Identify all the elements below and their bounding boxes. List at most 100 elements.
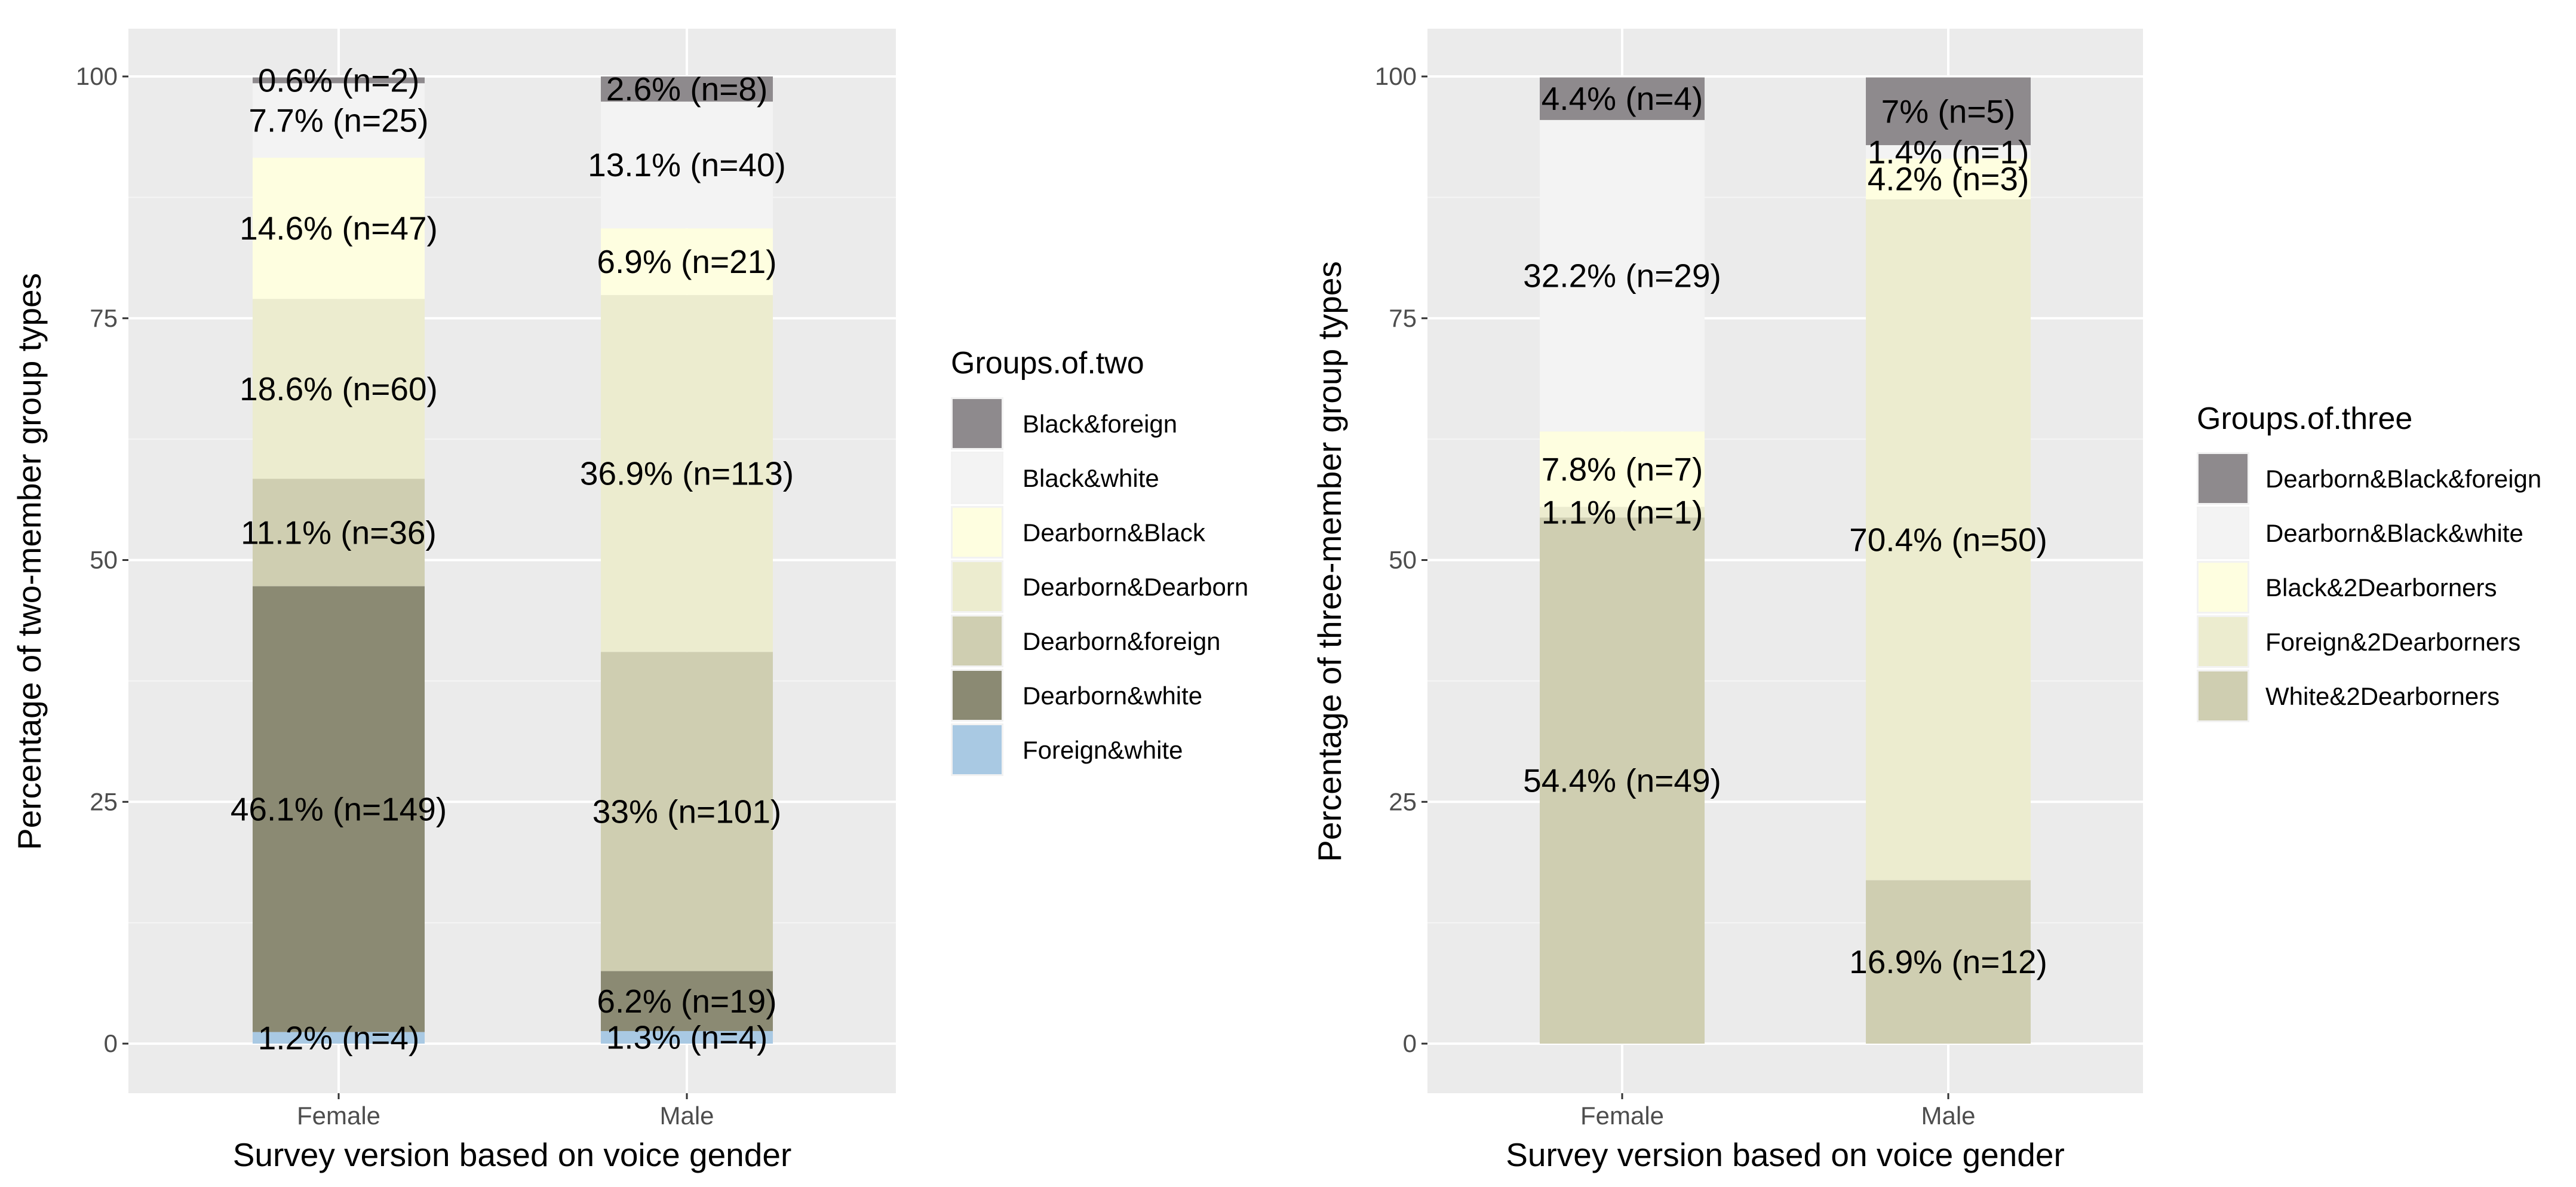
bar-segment-female-dearborn-black-foreign[interactable] — [1540, 77, 1705, 120]
legend-item-dearborn-white[interactable]: Dearborn&white — [951, 669, 1202, 722]
data-label: 4.4% (n=4) — [1542, 80, 1703, 117]
y-tick-label: 75 — [1389, 304, 1417, 332]
legend-swatch — [953, 725, 1002, 774]
legend-title: Groups.of.three — [2197, 401, 2412, 436]
data-label: 46.1% (n=149) — [231, 790, 447, 827]
legend-item-dearborn-dearborn[interactable]: Dearborn&Dearborn — [951, 560, 1248, 613]
legend-swatch — [953, 453, 1002, 502]
data-label: 36.9% (n=113) — [580, 455, 794, 492]
legend-swatch — [2199, 563, 2248, 612]
bar-segment-male-foreign-white[interactable] — [601, 1030, 773, 1044]
legend-item-dearborn-black-white[interactable]: Dearborn&Black&white — [2197, 507, 2523, 559]
data-label: 4.2% (n=3) — [1868, 161, 2030, 198]
legend-label: Foreign&white — [1023, 736, 1183, 764]
bar-stack-female: 1.2% (n=4) 46.1% (n=149) 11.1% (n=36) 18.6%… — [231, 62, 447, 1056]
legend-label: Dearborn&Black — [1023, 519, 1206, 547]
bar-segment-male-black-white[interactable] — [601, 102, 773, 229]
bar-segment-female-dearborn-black-white[interactable] — [1540, 119, 1705, 432]
bar-segment-female-white-2dearborners[interactable] — [1540, 517, 1705, 1044]
y-tick-label: 25 — [90, 787, 118, 815]
data-label: 54.4% (n=49) — [1523, 762, 1721, 799]
bar-segment-male-dearborn-foreign[interactable] — [601, 652, 773, 971]
bar-segment-male-dearborn-black-foreign[interactable] — [1866, 77, 2031, 145]
legend-title: Groups.of.two — [951, 346, 1144, 381]
legend-label: Dearborn&white — [1023, 682, 1202, 710]
bar-segment-male-black-2dearborners[interactable] — [1866, 158, 2031, 200]
legend-label: Dearborn&foreign — [1023, 627, 1221, 655]
data-label: 11.1% (n=36) — [241, 514, 437, 551]
x-tick-label: Female — [297, 1102, 380, 1130]
bar-segment-male-white-2dearborners[interactable] — [1866, 880, 2031, 1044]
legend-item-black-2dearborners[interactable]: Black&2Dearborners — [2197, 561, 2497, 614]
legend-label: Foreign&2Dearborners — [2265, 628, 2520, 656]
data-label: 7% (n=5) — [1881, 93, 2016, 130]
x-tick-label: Female — [1580, 1102, 1664, 1130]
bar-segment-female-foreign-white[interactable] — [253, 1032, 425, 1044]
data-label: 1.3% (n=4) — [606, 1019, 768, 1056]
data-label: 6.2% (n=19) — [597, 983, 776, 1020]
data-label: 33% (n=101) — [592, 793, 781, 830]
data-label: 1.4% (n=1) — [1868, 133, 2030, 170]
x-tick-label: Male — [1921, 1102, 1975, 1130]
y-tick-label: 75 — [90, 304, 118, 332]
x-tick-label: Male — [659, 1102, 714, 1130]
x-axis-title: Survey version based on voice gender — [1506, 1136, 2065, 1173]
legend-label: Black&white — [1023, 464, 1159, 492]
data-label: 7.8% (n=7) — [1542, 450, 1703, 487]
legend-item-black-white[interactable]: Black&white — [951, 452, 1159, 504]
legend-item-foreign-white[interactable]: Foreign&white — [951, 723, 1183, 776]
data-label: 6.9% (n=21) — [597, 243, 776, 280]
bar-segment-male-dearborn-dearborn[interactable] — [601, 295, 773, 652]
bar-segment-male-black-foreign[interactable] — [601, 76, 773, 102]
data-label: 2.6% (n=8) — [606, 70, 768, 108]
legend-swatch — [2199, 617, 2248, 666]
y-tick-label: 50 — [1389, 546, 1417, 574]
legend-label: Black&2Dearborners — [2265, 573, 2497, 602]
data-label: 13.1% (n=40) — [588, 146, 786, 183]
bar-stack-male: 1.3% (n=4)6.2% (n=19) 33% (n=101) 36.9% (n… — [580, 70, 794, 1056]
data-label: 14.6% (n=47) — [240, 210, 438, 247]
bar-segment-male-dearborn-black[interactable] — [601, 228, 773, 295]
legend-item-foreign-2dearborners[interactable]: Foreign&2Dearborners — [2197, 615, 2520, 668]
bar-segment-female-black-foreign[interactable] — [253, 77, 425, 84]
data-label: 0.6% (n=2) — [258, 62, 420, 99]
legend-item-dearborn-foreign[interactable]: Dearborn&foreign — [951, 615, 1221, 667]
legend-swatch — [953, 508, 1002, 557]
legend-label: Dearborn&Dearborn — [1023, 573, 1248, 601]
bar-segment-female-dearborn-foreign[interactable] — [253, 479, 425, 587]
bar-segment-female-dearborn-black[interactable] — [253, 157, 425, 299]
legend-item-black-foreign[interactable]: Black&foreign — [951, 397, 1177, 450]
y-tick-label: 0 — [104, 1029, 118, 1057]
data-label: 16.9% (n=12) — [1849, 943, 2047, 980]
y-tick-label: 100 — [76, 62, 118, 90]
bar-segment-female-black-white[interactable] — [253, 83, 425, 158]
legend-item-white-2dearborners[interactable]: White&2Dearborners — [2197, 670, 2500, 722]
legend: Groups.of.two Black&foreign Black&white Dea… — [951, 346, 1248, 776]
bar-stack-male: 16.9% (n=12) 70.4% (n=50) 4.2% (n=3)1.4% (… — [1849, 77, 2047, 1044]
bar-segment-male-dearborn-black-white[interactable] — [1866, 145, 2031, 159]
bar-segment-female-foreign-2dearborners[interactable] — [1540, 507, 1705, 518]
legend-item-dearborn-black-foreign[interactable]: Dearborn&Black&foreign — [2197, 452, 2541, 505]
y-axis-title: Percentage of three-member group types — [1311, 261, 1348, 862]
legend-item-dearborn-black[interactable]: Dearborn&Black — [951, 506, 1206, 559]
chart-panel-2: 0 25 50 75 100 54.4% (n=49) 1.1% (n=1) 7.8% (n=… — [1311, 29, 2541, 1173]
data-label: 70.4% (n=50) — [1849, 522, 2047, 559]
data-label: 18.6% (n=60) — [240, 370, 438, 407]
legend-swatch — [2199, 508, 2248, 557]
bar-segment-male-dearborn-white[interactable] — [601, 971, 773, 1031]
y-tick-label: 50 — [90, 546, 118, 574]
bar-segment-female-dearborn-dearborn[interactable] — [253, 299, 425, 479]
data-label: 7.7% (n=25) — [248, 102, 428, 139]
bar-stack-female: 54.4% (n=49) 1.1% (n=1) 7.8% (n=7) 32.2% (n… — [1523, 77, 1721, 1044]
bar-segment-male-foreign-2dearborners[interactable] — [1866, 199, 2031, 881]
x-axis-title: Survey version based on voice gender — [233, 1136, 792, 1173]
data-label: 1.1% (n=1) — [1542, 493, 1703, 530]
legend-swatch — [953, 562, 1002, 611]
y-tick-label: 0 — [1403, 1029, 1417, 1057]
y-axis-title: Percentage of two-member group types — [11, 273, 48, 850]
bar-segment-female-dearborn-white[interactable] — [253, 586, 425, 1032]
y-tick-label: 100 — [1375, 62, 1417, 90]
legend-label: White&2Dearborners — [2265, 682, 2500, 710]
bar-segment-female-black-2dearborners[interactable] — [1540, 431, 1705, 507]
